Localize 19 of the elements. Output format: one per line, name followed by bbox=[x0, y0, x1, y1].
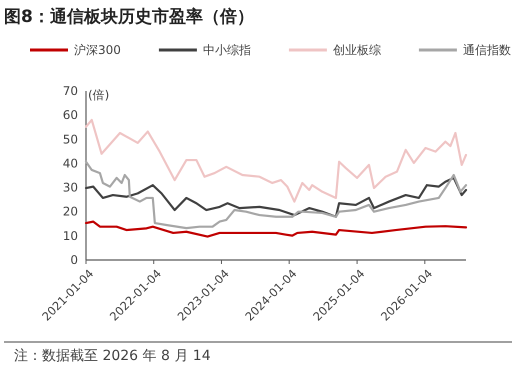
y-axis-title: (倍) bbox=[88, 88, 110, 102]
y-tick-label: 50 bbox=[62, 132, 78, 146]
line-series bbox=[84, 176, 468, 218]
legend-label: 通信指数 bbox=[462, 43, 511, 57]
chart-title: 图8：通信板块历史市盈率（倍） bbox=[4, 7, 254, 27]
legend-label: 创业板综 bbox=[332, 43, 381, 57]
y-tick-label: 70 bbox=[62, 84, 78, 98]
y-tick-label: 30 bbox=[62, 180, 78, 195]
line-series bbox=[84, 220, 468, 238]
text: 注：数据截至 2026 年 8 月 14 bbox=[14, 348, 211, 364]
y-tick-label: 20 bbox=[62, 204, 78, 219]
line-series bbox=[84, 118, 468, 203]
y-tick-label: 60 bbox=[62, 108, 78, 122]
legend-label: 中小综指 bbox=[202, 43, 251, 57]
y-tick-label: 10 bbox=[62, 228, 78, 243]
legend-label: 沪深300 bbox=[74, 43, 121, 57]
y-tick-label: 0 bbox=[70, 253, 78, 267]
y-tick-label: 40 bbox=[62, 156, 78, 170]
line-series bbox=[84, 160, 468, 230]
